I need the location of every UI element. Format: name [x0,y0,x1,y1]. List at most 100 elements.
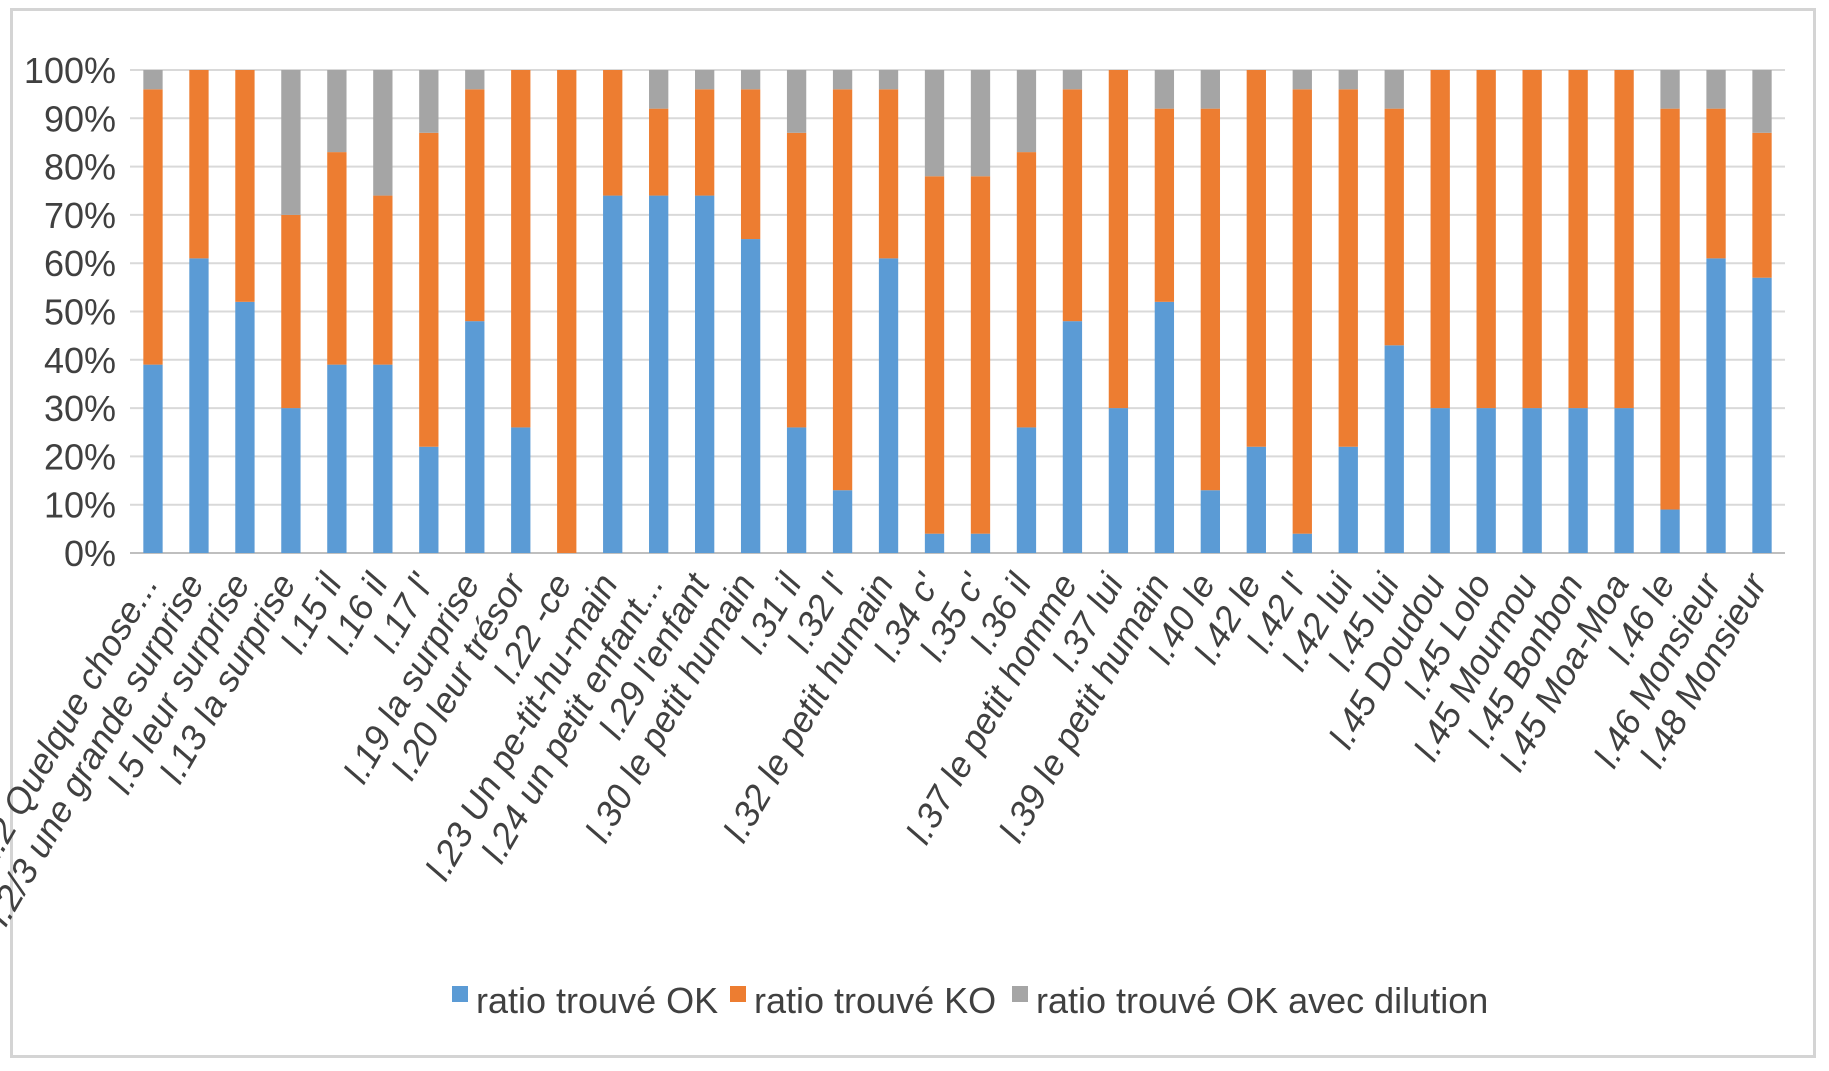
bar-segment-dilution [419,70,439,133]
bar-segment-ok [1614,408,1634,553]
bars [143,70,1772,554]
y-axis: 0% 10% 20% 30% 40% 50% 60% 70% 80% 90% 100% [24,50,116,574]
bar-segment-ok [1430,408,1450,553]
bar-segment-ko [1522,70,1542,409]
bar-segment-ok [373,364,393,553]
bar-segment-dilution [1752,70,1772,133]
bar-segment-dilution [1200,70,1221,109]
y-tick-label: 90% [44,98,116,139]
bar-segment-ok [1200,490,1221,553]
y-tick-label: 100% [24,50,116,91]
bar-segment-ok [1108,408,1129,553]
bar-segment-ko [465,89,485,322]
bar-segment-ok [603,195,623,553]
bar-segment-dilution [694,70,715,90]
bar-segment-dilution [878,70,899,90]
bar-segment-dilution [1660,70,1680,109]
bar-segment-dilution [327,70,347,153]
bar-segment-ok [1062,321,1083,553]
bar-segment-ok [649,195,669,553]
bar-segment-ok [1568,408,1588,553]
bar-segment-ko [832,89,853,491]
x-axis: l.2 Quelque chose...l.2/3 une grande sur… [0,565,1776,932]
bar-segment-dilution [649,70,669,109]
bar-segment-ok [1338,446,1358,553]
bar-segment-ko [878,89,899,259]
bar-segment-ko [924,176,945,534]
legend-swatch [1012,986,1028,1002]
bar-segment-ok [189,258,209,553]
bar-segment-ko [1706,108,1726,259]
bar-segment-ok [143,364,163,553]
bar-segment-dilution [1706,70,1726,109]
bar-segment-ok [327,364,347,553]
y-tick-label: 40% [44,340,116,381]
bar-segment-ko [189,70,209,259]
bar-segment-dilution [924,70,945,177]
bar-segment-dilution [832,70,853,90]
chart-frame [10,8,1816,1058]
bar-segment-ko [1614,70,1634,409]
y-tick-label: 20% [44,436,116,477]
bar-segment-dilution [1292,70,1312,90]
bar-segment-ok [1154,301,1175,553]
bar-segment-ko [603,70,623,196]
bar-segment-ko [1108,70,1129,409]
bar-segment-ko [786,132,807,428]
bar-segment-ko [1016,152,1037,428]
bar-segment-dilution [1338,70,1358,90]
bar-segment-ko [1062,89,1083,322]
bar-segment-ok [1246,446,1266,553]
bar-segment-ok [1706,258,1726,553]
bar-segment-dilution [970,70,991,177]
bar-segment-dilution [373,70,393,196]
bar-segment-ko [419,132,439,447]
legend-label: ratio trouvé OK [476,980,718,1021]
bar-segment-ko [511,70,531,428]
bar-segment-ko [557,70,577,553]
bar-segment-ko [1246,70,1266,447]
bar-segment-ok [878,258,899,553]
bar-segment-ok [1476,408,1496,553]
bar-segment-dilution [281,70,301,215]
bar-segment-ko [1154,108,1175,302]
legend-label: ratio trouvé KO [754,980,996,1021]
bar-segment-ko [1430,70,1450,409]
bar-segment-ko [1660,108,1680,510]
y-tick-label: 0% [64,533,116,574]
y-tick-label: 10% [44,485,116,526]
legend-swatch [452,986,468,1002]
y-tick-label: 70% [44,195,116,236]
bar-segment-dilution [1016,70,1037,153]
bar-segment-ok [924,533,945,553]
bar-segment-ko [1384,108,1404,346]
bar-segment-ok [235,301,255,553]
bar-segment-ko [1568,70,1588,409]
bar-segment-ok [1660,509,1680,553]
bar-segment-ok [1752,277,1772,553]
y-tick-label: 80% [44,147,116,188]
bar-segment-ok [970,533,991,553]
legend-swatch [730,986,746,1002]
y-tick-label: 50% [44,292,116,333]
bar-segment-dilution [740,70,761,90]
bar-segment-ko [694,89,715,196]
bar-segment-ko [1338,89,1358,447]
bar-segment-ok [1522,408,1542,553]
bar-segment-ko [143,89,163,365]
bar-segment-ok [832,490,853,553]
bar-segment-dilution [465,70,485,90]
bar-segment-ko [1752,132,1772,278]
bar-segment-ok [1016,427,1037,553]
bar-segment-ko [373,195,393,365]
gridlines [130,69,1785,554]
bar-segment-dilution [1062,70,1083,90]
bar-segment-ko [970,176,991,534]
y-tick-label: 30% [44,388,116,429]
bar-segment-dilution [143,70,163,90]
bar-segment-ok [694,195,715,553]
bar-segment-dilution [786,70,807,133]
y-tick-label: 60% [44,243,116,284]
bar-segment-ok [1384,345,1404,553]
